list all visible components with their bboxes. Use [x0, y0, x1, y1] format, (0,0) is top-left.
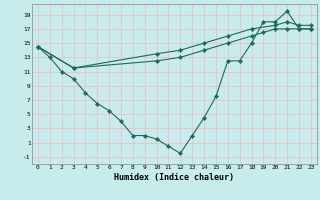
X-axis label: Humidex (Indice chaleur): Humidex (Indice chaleur) — [115, 173, 234, 182]
